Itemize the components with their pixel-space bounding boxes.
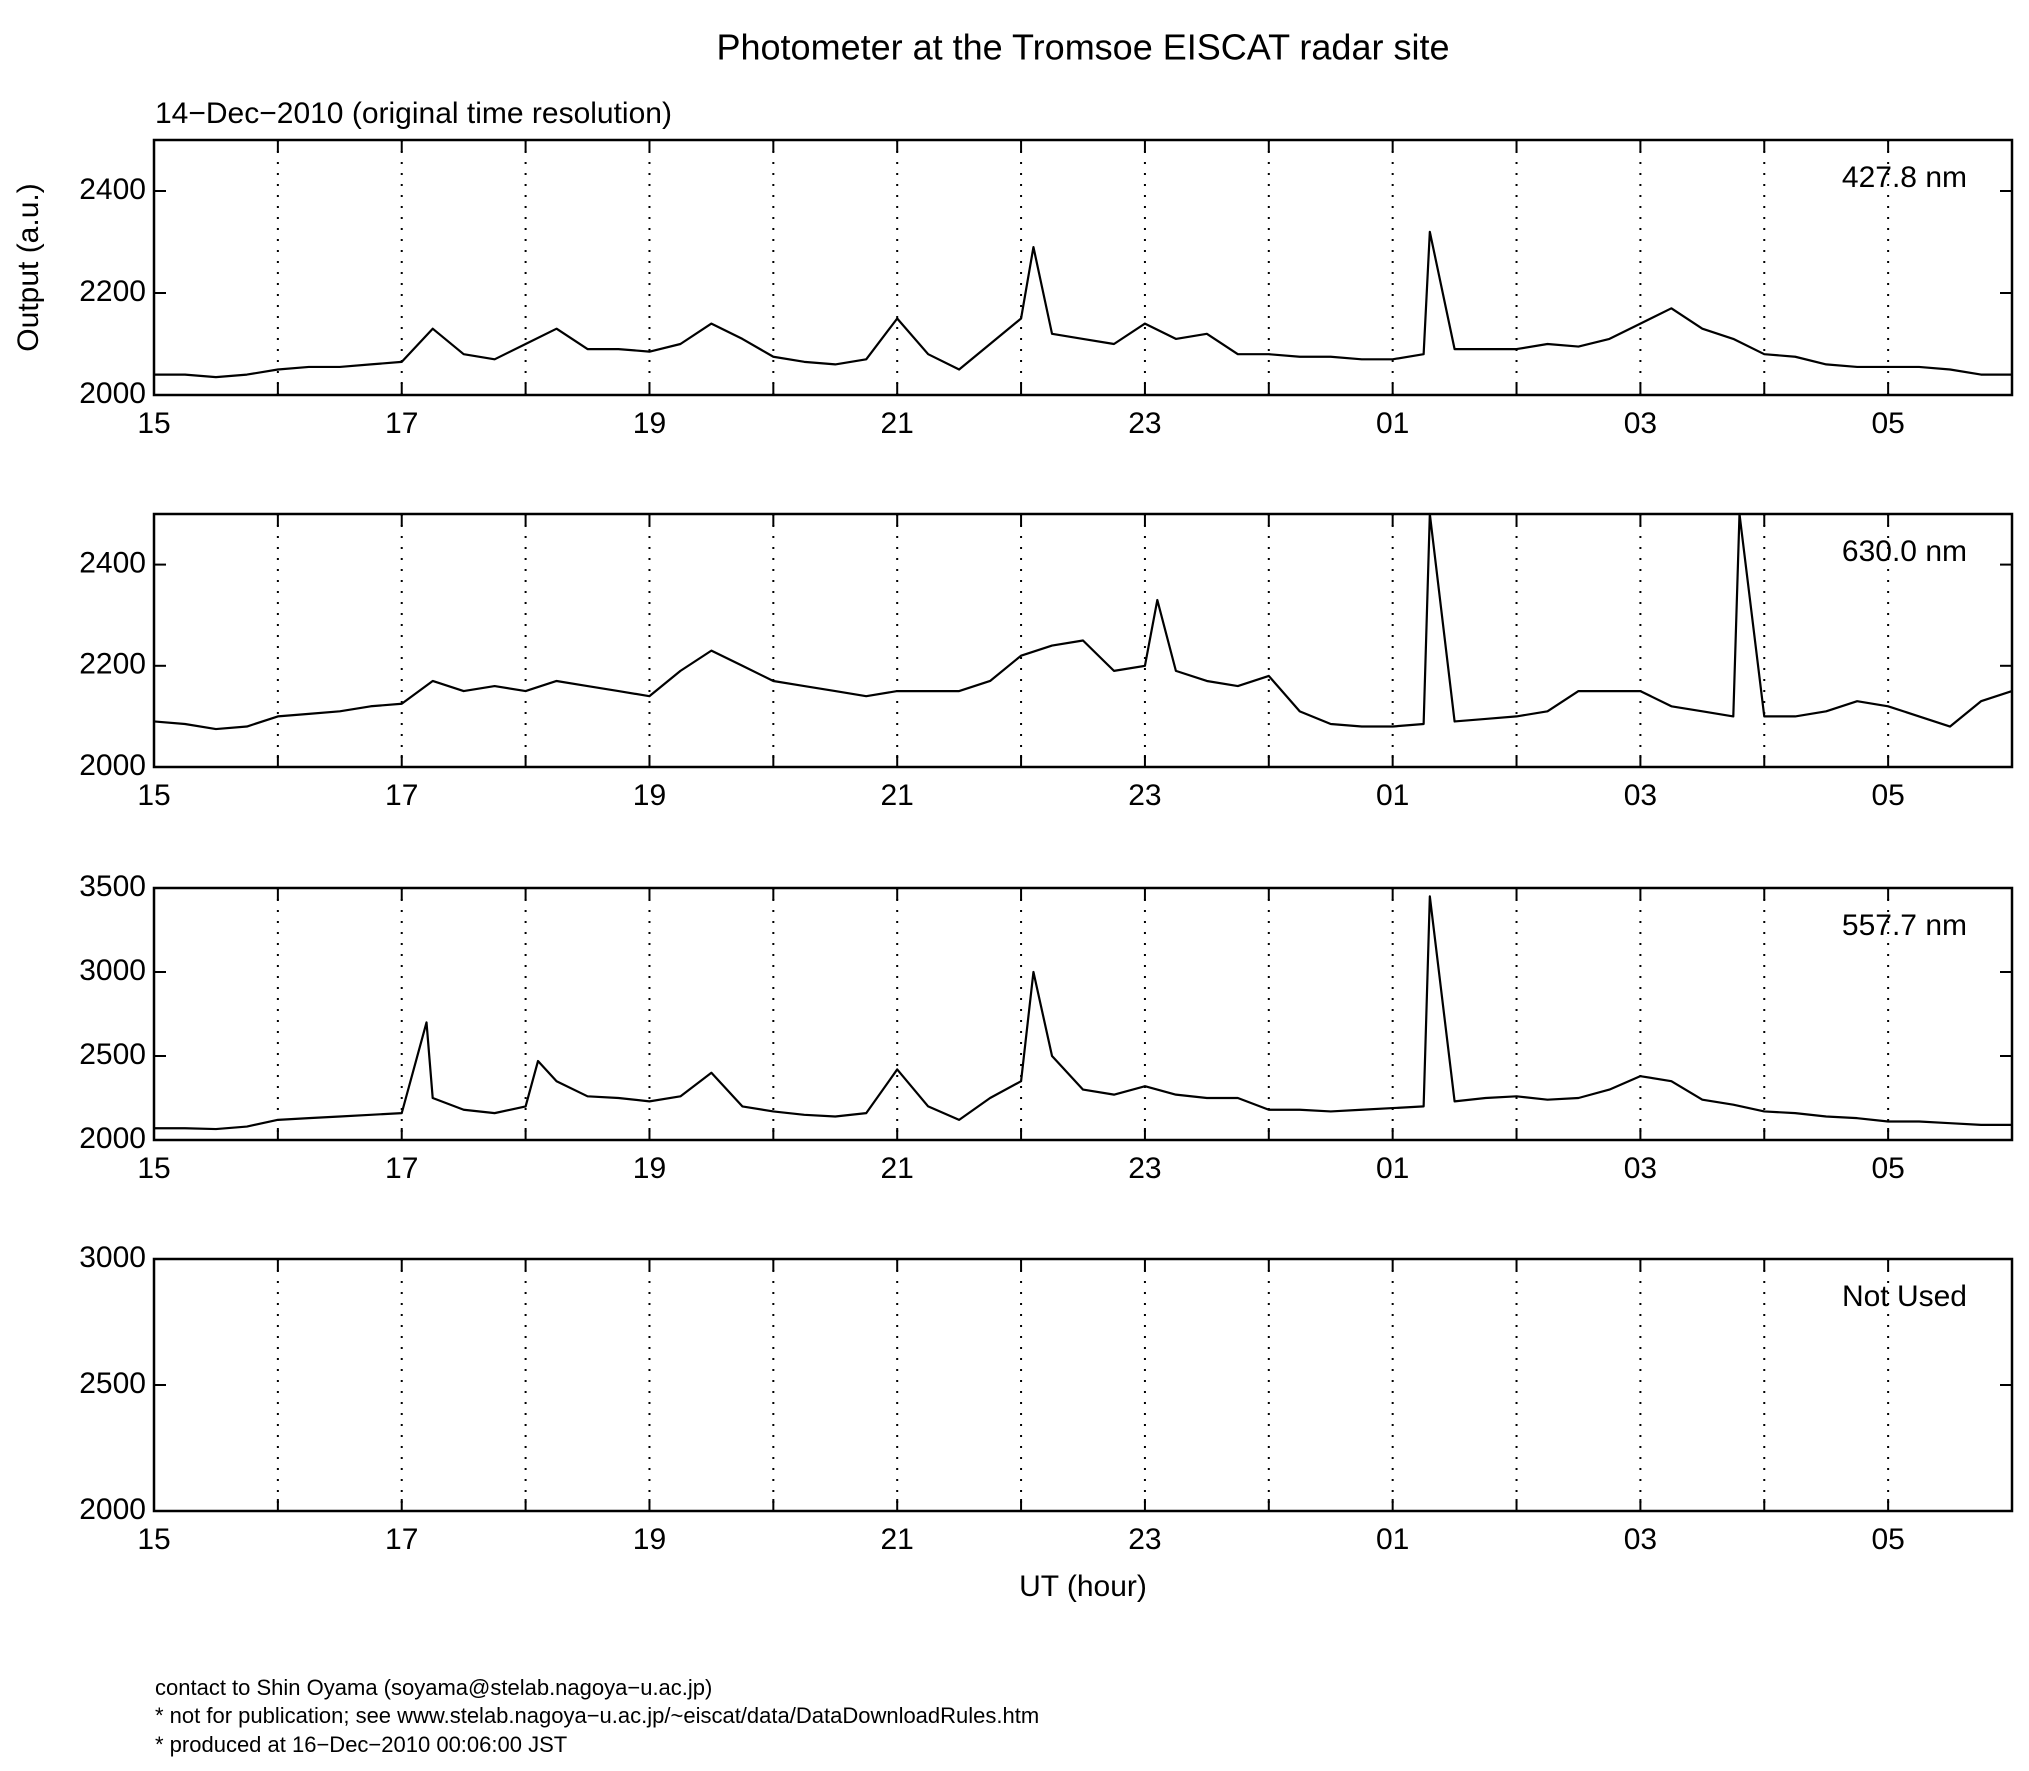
x-tick-label: 19 (633, 407, 666, 440)
x-tick-label: 01 (1376, 1523, 1409, 1556)
x-tick-label: 05 (1871, 779, 1904, 812)
data-line (153, 512, 2013, 731)
plot-frame (152, 886, 2014, 1142)
x-tick-label: 17 (385, 1523, 418, 1556)
x-tick-label: 05 (1871, 407, 1904, 440)
figure-title: Photometer at the Tromsoe EISCAT radar s… (717, 27, 1450, 68)
x-tick-label: 15 (137, 407, 170, 440)
x-tick-label: 05 (1871, 1523, 1904, 1556)
panel-label: 630.0 nm (1842, 535, 1967, 568)
x-tick-label: 01 (1376, 779, 1409, 812)
x-tick-label: 15 (137, 1523, 170, 1556)
x-tick-label: 17 (385, 779, 418, 812)
x-tick-label: 19 (633, 1523, 666, 1556)
panel-label: Not Used (1842, 1280, 1967, 1313)
y-tick-label: 2500 (79, 1038, 146, 1071)
x-tick-label: 23 (1128, 779, 1161, 812)
x-tick-label: 17 (385, 407, 418, 440)
data-line (154, 230, 2012, 379)
x-tick-label: 01 (1376, 1152, 1409, 1185)
y-tick-label: 2000 (79, 1493, 146, 1526)
x-tick-label: 21 (881, 1152, 914, 1185)
y-axis-label: Output (a.u.) (12, 183, 45, 351)
x-tick-label: 21 (881, 1523, 914, 1556)
footer-line: contact to Shin Oyama (soyama@stelab.nag… (155, 1675, 712, 1700)
footer-line: * produced at 16−Dec−2010 00:06:00 JST (155, 1732, 567, 1757)
x-tick-label: 01 (1376, 407, 1409, 440)
panel-label: 557.7 nm (1842, 909, 1967, 942)
data-line (154, 895, 2012, 1131)
plot-frame (152, 1257, 2014, 1513)
y-tick-label: 2400 (79, 173, 146, 206)
y-tick-label: 2400 (79, 547, 146, 580)
plot-frame (152, 138, 2014, 397)
x-tick-label: 21 (881, 407, 914, 440)
x-tick-label: 15 (137, 779, 170, 812)
y-tick-label: 2000 (79, 377, 146, 410)
x-tick-label: 03 (1624, 1152, 1657, 1185)
x-tick-label: 21 (881, 779, 914, 812)
x-axis-label: UT (hour) (1019, 1570, 1147, 1603)
y-tick-label: 2200 (79, 275, 146, 308)
x-tick-label: 19 (633, 1152, 666, 1185)
y-tick-label: 2200 (79, 648, 146, 681)
panel-label: 427.8 nm (1842, 161, 1967, 194)
x-tick-label: 23 (1128, 407, 1161, 440)
y-tick-label: 2500 (79, 1367, 146, 1400)
y-tick-label: 2000 (79, 749, 146, 782)
x-tick-label: 15 (137, 1152, 170, 1185)
y-tick-label: 3000 (79, 954, 146, 987)
subtitle: 14−Dec−2010 (original time resolution) (155, 97, 672, 130)
x-tick-label: 03 (1624, 1523, 1657, 1556)
x-tick-label: 19 (633, 779, 666, 812)
x-tick-label: 03 (1624, 779, 1657, 812)
x-tick-label: 23 (1128, 1523, 1161, 1556)
x-tick-label: 05 (1871, 1152, 1904, 1185)
y-tick-label: 3500 (79, 870, 146, 903)
y-tick-label: 3000 (79, 1241, 146, 1274)
y-tick-label: 2000 (79, 1122, 146, 1155)
plot-frame (152, 512, 2014, 769)
footer-line: * not for publication; see www.stelab.na… (155, 1703, 1039, 1728)
x-tick-label: 17 (385, 1152, 418, 1185)
x-tick-label: 23 (1128, 1152, 1161, 1185)
x-tick-label: 03 (1624, 407, 1657, 440)
